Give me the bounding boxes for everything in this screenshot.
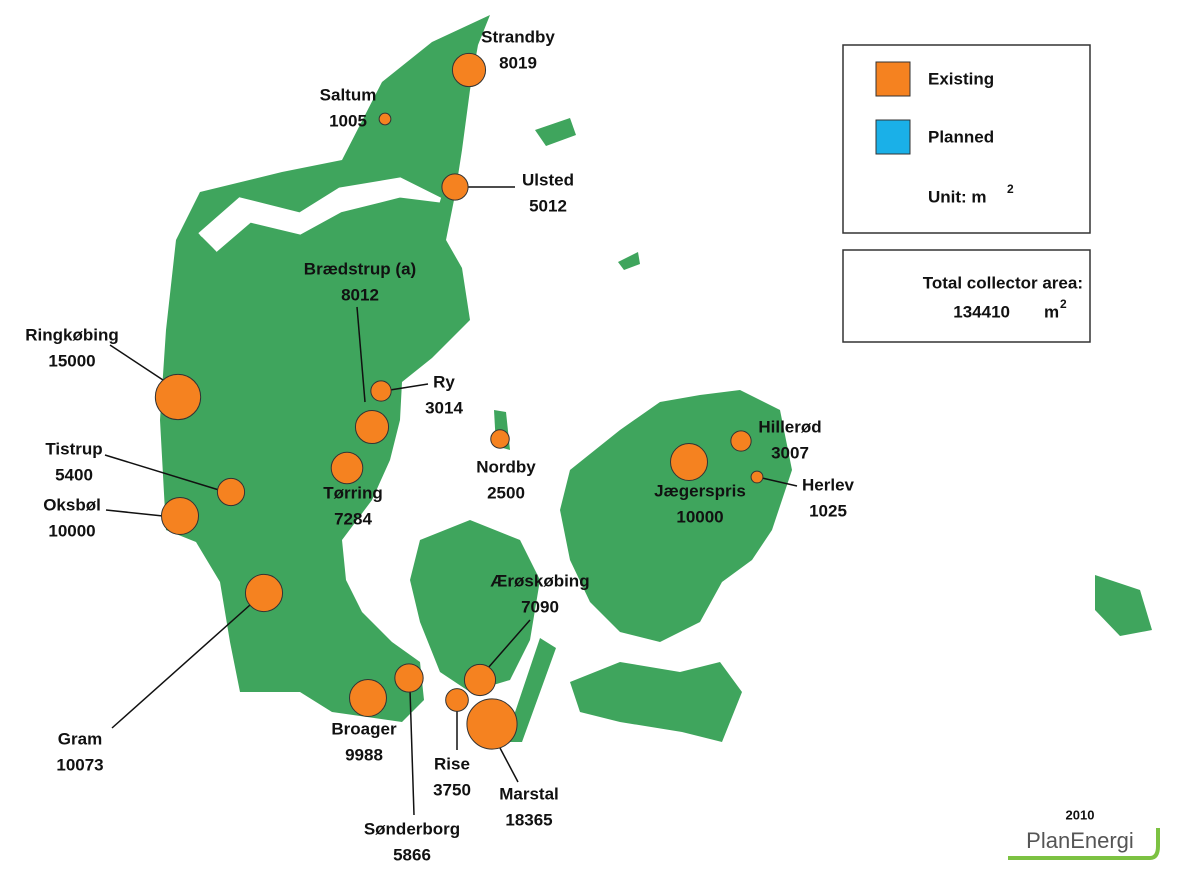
site-bubble (354, 409, 390, 445)
site-name: Rise (434, 754, 470, 773)
site-area: 7090 (521, 597, 559, 616)
site-area: 3014 (425, 398, 463, 417)
site-name: Gram (58, 729, 102, 748)
leader-line (761, 477, 798, 487)
site-bubble (330, 451, 364, 485)
total-value: 134410 (953, 302, 1010, 321)
site-name: Strandby (481, 27, 555, 46)
site-name: Nordby (476, 457, 536, 476)
site-area: 3007 (771, 443, 809, 462)
unit-label: Unit: m (928, 187, 987, 206)
site-bubble (349, 679, 387, 717)
site-area: 5866 (393, 845, 431, 864)
site-area: 9988 (345, 745, 383, 764)
site-bubble (370, 380, 392, 402)
site-bubble (445, 688, 469, 712)
site-area: 5012 (529, 196, 567, 215)
legend: Existing Planned Unit: m 2 (842, 44, 1091, 234)
site-bubble (451, 52, 487, 88)
limfjord (198, 177, 442, 252)
site-name: Brædstrup (a) (304, 259, 416, 278)
total: Total collector area: 134410 m 2 (842, 249, 1091, 343)
laeso (535, 118, 576, 146)
legend-label: Existing (928, 69, 994, 88)
site-area: 10000 (676, 507, 723, 526)
site-name: Saltum (320, 85, 377, 104)
langeland (505, 638, 556, 742)
unit-exponent: 2 (1007, 182, 1014, 196)
site-bubble (466, 698, 518, 750)
site-name: Tørring (323, 483, 383, 502)
leader-line (409, 689, 415, 816)
site-name: Broager (331, 719, 397, 738)
total-box (842, 249, 1091, 343)
legend-label: Planned (928, 127, 994, 146)
site-area: 18365 (505, 810, 552, 829)
site-area: 5400 (55, 465, 93, 484)
site-bubble (750, 470, 764, 484)
site-bubble (490, 429, 510, 449)
site-bubble (154, 373, 202, 421)
site-area: 3750 (433, 780, 471, 799)
total-unit-exponent: 2 (1060, 297, 1067, 311)
site-area: 2500 (487, 483, 525, 502)
site-name: Jægerspris (654, 481, 746, 500)
site-bubble (161, 497, 199, 535)
site-area: 15000 (48, 351, 95, 370)
legend-swatch (875, 61, 911, 97)
site-name: Hillerød (758, 417, 821, 436)
site-bubble (378, 112, 392, 126)
leader-line (356, 306, 366, 403)
bornholm (1095, 575, 1152, 636)
year: 2010 (1066, 807, 1095, 822)
site-area: 10073 (56, 755, 103, 774)
site-name: Sønderborg (364, 819, 460, 838)
site-area: 8019 (499, 53, 537, 72)
site-bubble (244, 573, 284, 613)
site-name: Tistrup (45, 439, 102, 458)
site-area: 1005 (329, 111, 367, 130)
funen (410, 520, 540, 692)
site-area: 8012 (341, 285, 379, 304)
leader-line (499, 747, 519, 783)
leader-line (487, 619, 531, 669)
leader-line (389, 383, 429, 391)
sites: Strandby 8019 Saltum 1005 Ulsted 5012 Brædstru… (25, 27, 854, 864)
total-label: Total collector area: (923, 273, 1083, 292)
site-bubble (670, 443, 708, 481)
site-name: Marstal (499, 784, 559, 803)
site-bubble (441, 173, 469, 201)
logo-swoosh (1008, 828, 1160, 860)
zealand (560, 390, 792, 642)
site-name: Ry (433, 372, 455, 391)
site-name: Ringkøbing (25, 325, 118, 344)
leader-line (105, 509, 164, 517)
site-name: Herlev (802, 475, 855, 494)
total-unit: m (1044, 302, 1059, 321)
logo: PlanEnergi (1026, 828, 1134, 853)
site-name: Ærøskøbing (490, 571, 589, 590)
lolland-falster (570, 662, 742, 742)
leader-line (104, 454, 220, 491)
site-bubble (730, 430, 752, 452)
site-bubble (394, 663, 424, 693)
site-area: 1025 (809, 501, 847, 520)
site-bubble (216, 477, 246, 507)
anholt (618, 252, 640, 270)
site-name: Ulsted (522, 170, 574, 189)
leader-line (111, 604, 251, 729)
leader-line (109, 344, 164, 381)
legend-swatch (875, 119, 911, 155)
site-bubble (463, 663, 497, 697)
site-area: 7284 (334, 509, 372, 528)
site-area: 10000 (48, 521, 95, 540)
site-name: Oksbøl (43, 495, 101, 514)
